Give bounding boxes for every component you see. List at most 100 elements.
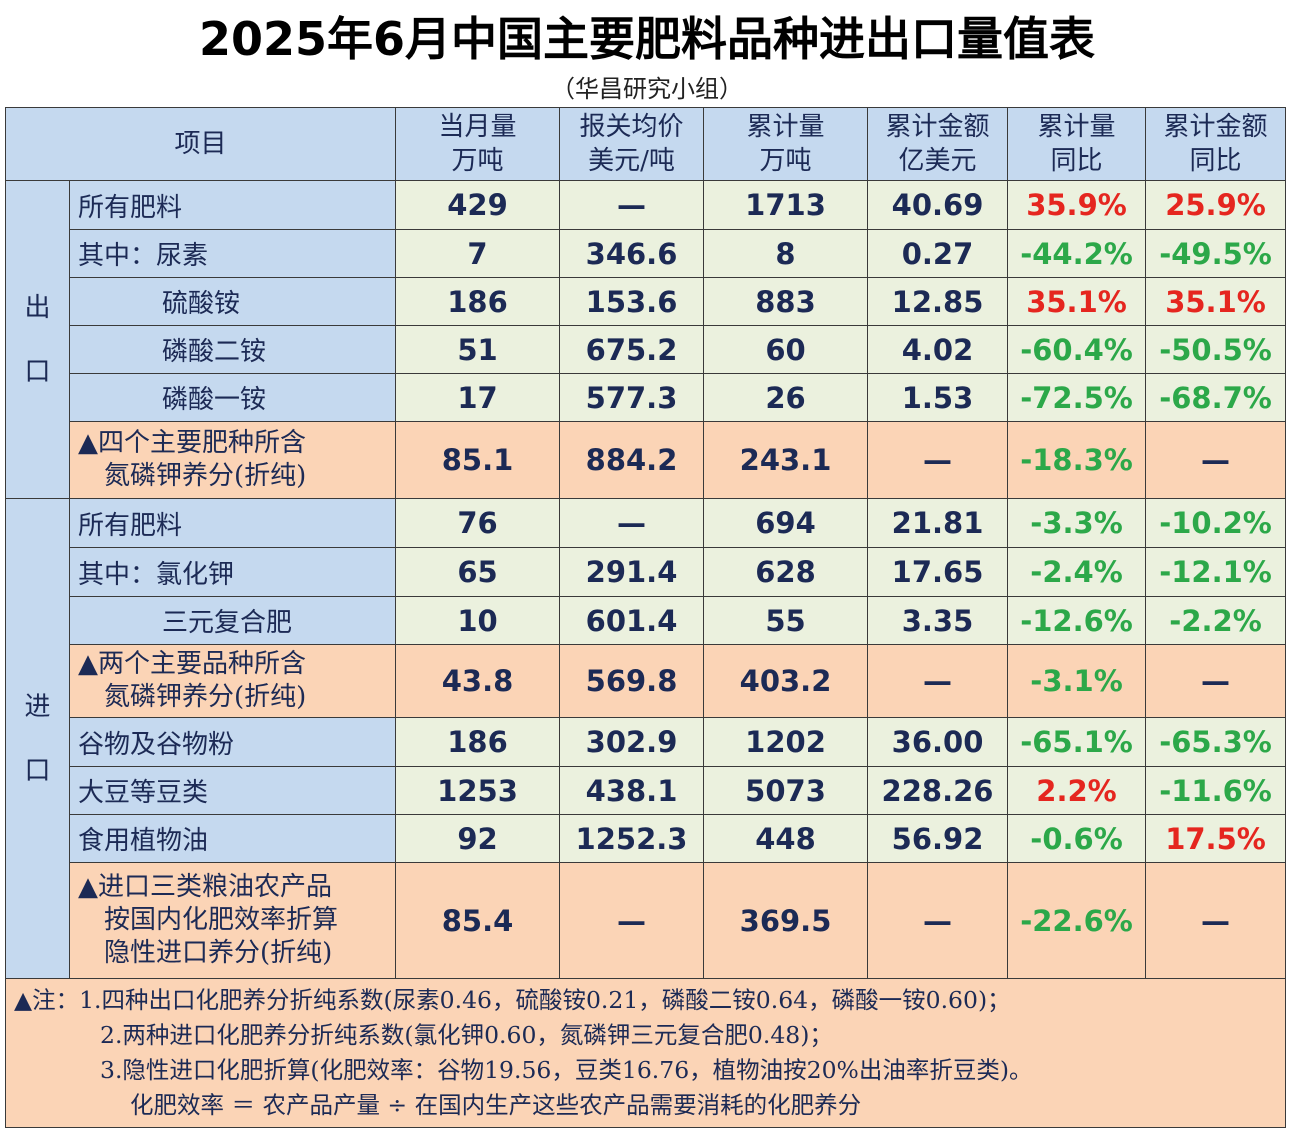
cell-value: 438.1 bbox=[559, 766, 705, 815]
cell-value: 243.1 bbox=[703, 421, 869, 499]
table-row-highlight: ▲进口三类粮油农产品 按国内化肥效率折算 隐性进口养分(折纯) 85.4 — 369… bbox=[6, 862, 1287, 979]
cell-value: — bbox=[867, 862, 1009, 979]
cell-value: 17 bbox=[395, 373, 561, 422]
row-label: ▲四个主要肥种所含 氮磷钾养分(折纯) bbox=[68, 421, 397, 499]
cell-value: — bbox=[867, 644, 1009, 718]
cell-value: 35.1% bbox=[1007, 277, 1147, 326]
cell-value: 694 bbox=[703, 498, 869, 548]
header-cumulative-amount: 累计金额 亿美元 bbox=[867, 107, 1009, 181]
row-label: 大豆等豆类 bbox=[68, 766, 397, 815]
cell-value: -60.4% bbox=[1007, 325, 1147, 374]
page-title: 2025年6月中国主要肥料品种进出口量值表 bbox=[198, 12, 1096, 66]
cell-value: 628 bbox=[703, 547, 869, 597]
cell-value: — bbox=[1145, 862, 1287, 979]
cell-value: 884.2 bbox=[559, 421, 705, 499]
cell-value: 429 bbox=[395, 180, 561, 230]
table-row: 出口 所有肥料 429 — 1713 40.69 35.9% 25.9% bbox=[5, 180, 1287, 499]
cell-value: 228.26 bbox=[867, 766, 1009, 815]
cell-value: -65.3% bbox=[1145, 717, 1287, 767]
row-label: 磷酸二铵 bbox=[68, 325, 397, 374]
row-label: ▲进口三类粮油农产品 按国内化肥效率折算 隐性进口养分(折纯) bbox=[68, 862, 397, 979]
cell-value: 1202 bbox=[703, 717, 869, 767]
cell-value: 1.53 bbox=[867, 373, 1009, 422]
cell-value: -3.3% bbox=[1007, 498, 1147, 548]
cell-value: 36.00 bbox=[867, 717, 1009, 767]
cell-value: — bbox=[559, 862, 705, 979]
cell-value: -11.6% bbox=[1145, 766, 1287, 815]
cell-value: 186 bbox=[395, 717, 561, 767]
cell-value: 60 bbox=[703, 325, 869, 374]
cell-value: -50.5% bbox=[1145, 325, 1287, 374]
cell-value: 601.4 bbox=[559, 596, 705, 645]
cell-value: 2.2% bbox=[1007, 766, 1147, 815]
table-row-highlight: ▲四个主要肥种所含 氮磷钾养分(折纯) 85.1 884.2 243.1 — -1… bbox=[6, 421, 1287, 499]
cell-value: 25.9% bbox=[1145, 180, 1287, 230]
table-row: 进口 所有肥料 76 — 694 21.81 -3.3% -10.2% bbox=[5, 498, 1287, 979]
cell-value: — bbox=[1145, 644, 1287, 718]
table-row: 其中：氯化钾 65 291.4 628 17.65 -2.4% -12.1% bbox=[6, 547, 1287, 597]
table-header-row: 项目 当月量 万吨 报关均价 美元/吨 累计量 万吨 累计金额 亿美元 累计量 同比 累计… bbox=[4, 107, 1287, 181]
row-label: 三元复合肥 bbox=[68, 596, 397, 645]
cell-value: -22.6% bbox=[1007, 862, 1147, 979]
cell-value: -49.5% bbox=[1145, 229, 1287, 278]
cell-value: 1252.3 bbox=[559, 814, 705, 863]
table-row: 磷酸一铵 17 577.3 26 1.53 -72.5% -68.7% bbox=[6, 373, 1287, 422]
cell-value: 0.27 bbox=[867, 229, 1009, 278]
cell-value: 1713 bbox=[703, 180, 869, 230]
cell-value: 569.8 bbox=[559, 644, 705, 718]
row-label: 其中：氯化钾 bbox=[68, 547, 397, 597]
group-import: 进口 bbox=[5, 498, 70, 979]
cell-value: -68.7% bbox=[1145, 373, 1287, 422]
cell-value: 43.8 bbox=[395, 644, 561, 718]
cell-value: 577.3 bbox=[559, 373, 705, 422]
row-label: ▲两个主要品种所含 氮磷钾养分(折纯) bbox=[68, 644, 397, 718]
notes-row: ▲注：1.四种出口化肥养分折纯系数(尿素0.46，硫酸铵0.21，磷酸二铵0.6… bbox=[4, 978, 1287, 1128]
table-row: 三元复合肥 10 601.4 55 3.35 -12.6% -2.2% bbox=[6, 596, 1287, 645]
cell-value: 51 bbox=[395, 325, 561, 374]
cell-value: 17.65 bbox=[867, 547, 1009, 597]
cell-value: -12.6% bbox=[1007, 596, 1147, 645]
cell-value: -44.2% bbox=[1007, 229, 1147, 278]
cell-value: — bbox=[559, 180, 705, 230]
cell-value: — bbox=[559, 498, 705, 548]
row-label: 食用植物油 bbox=[68, 814, 397, 863]
cell-value: 1253 bbox=[395, 766, 561, 815]
table-row: 食用植物油 92 1252.3 448 56.92 -0.6% 17.5% bbox=[6, 814, 1287, 863]
cell-value: 346.6 bbox=[559, 229, 705, 278]
cell-value: -65.1% bbox=[1007, 717, 1147, 767]
cell-value: -2.2% bbox=[1145, 596, 1287, 645]
cell-value: 302.9 bbox=[559, 717, 705, 767]
cell-value: 35.9% bbox=[1007, 180, 1147, 230]
header-volume-yoy: 累计量 同比 bbox=[1007, 107, 1147, 181]
cell-value: 17.5% bbox=[1145, 814, 1287, 863]
table-row: 大豆等豆类 1253 438.1 5073 228.26 2.2% -11.6% bbox=[6, 766, 1287, 815]
cell-value: 92 bbox=[395, 814, 561, 863]
table-row: 硫酸铵 186 153.6 883 12.85 35.1% 35.1% bbox=[6, 277, 1287, 326]
table-row-highlight: ▲两个主要品种所含 氮磷钾养分(折纯) 43.8 569.8 403.2 — -3… bbox=[6, 644, 1287, 718]
header-cumulative-volume: 累计量 万吨 bbox=[703, 107, 869, 181]
cell-value: 4.02 bbox=[867, 325, 1009, 374]
cell-value: 21.81 bbox=[867, 498, 1009, 548]
cell-value: 403.2 bbox=[703, 644, 869, 718]
cell-value: 369.5 bbox=[703, 862, 869, 979]
cell-value: 26 bbox=[703, 373, 869, 422]
cell-value: 85.1 bbox=[395, 421, 561, 499]
cell-value: 40.69 bbox=[867, 180, 1009, 230]
group-export: 出口 bbox=[5, 180, 70, 499]
cell-value: 85.4 bbox=[395, 862, 561, 979]
cell-value: -72.5% bbox=[1007, 373, 1147, 422]
cell-value: 35.1% bbox=[1145, 277, 1287, 326]
header-amount-yoy: 累计金额 同比 bbox=[1145, 107, 1287, 181]
row-label: 所有肥料 bbox=[68, 180, 397, 230]
page-subtitle: （华昌研究小组） bbox=[551, 75, 743, 103]
cell-value: 3.35 bbox=[867, 596, 1009, 645]
cell-value: -10.2% bbox=[1145, 498, 1287, 548]
note-1: ▲注：1.四种出口化肥养分折纯系数(尿素0.46，硫酸铵0.21，磷酸二铵0.6… bbox=[14, 986, 1011, 1014]
cell-value: 10 bbox=[395, 596, 561, 645]
table-row: 谷物及谷物粉 186 302.9 1202 36.00 -65.1% -65.3… bbox=[6, 717, 1287, 767]
cell-value: -18.3% bbox=[1007, 421, 1147, 499]
row-label: 所有肥料 bbox=[68, 498, 397, 548]
cell-value: -3.1% bbox=[1007, 644, 1147, 718]
cell-value: 675.2 bbox=[559, 325, 705, 374]
header-item: 项目 bbox=[4, 107, 397, 181]
